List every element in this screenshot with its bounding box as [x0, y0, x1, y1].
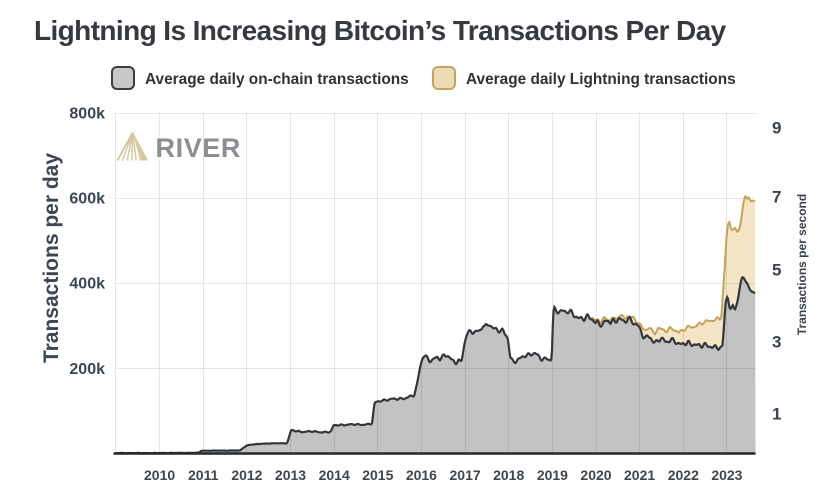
svg-text:5: 5: [772, 261, 781, 280]
svg-text:2023: 2023: [711, 467, 742, 483]
svg-text:2017: 2017: [450, 467, 481, 483]
svg-text:2022: 2022: [668, 467, 699, 483]
svg-text:2015: 2015: [362, 467, 393, 483]
svg-text:2011: 2011: [188, 467, 219, 483]
svg-text:3: 3: [772, 333, 781, 352]
svg-text:600k: 600k: [69, 191, 105, 208]
svg-text:2019: 2019: [537, 467, 568, 483]
svg-text:1: 1: [772, 405, 781, 424]
svg-text:200k: 200k: [69, 361, 105, 378]
svg-text:2012: 2012: [231, 467, 262, 483]
svg-text:2018: 2018: [493, 467, 524, 483]
svg-text:2010: 2010: [144, 467, 175, 483]
svg-text:9: 9: [772, 119, 781, 138]
svg-text:2016: 2016: [406, 467, 437, 483]
svg-text:2013: 2013: [275, 467, 306, 483]
svg-text:2014: 2014: [319, 467, 350, 483]
svg-text:Transactions per day: Transactions per day: [40, 153, 63, 363]
svg-text:400k: 400k: [69, 276, 105, 293]
svg-text:Transactions per second: Transactions per second: [795, 194, 809, 335]
svg-text:7: 7: [772, 188, 781, 207]
svg-text:RIVER: RIVER: [156, 133, 242, 163]
svg-text:800k: 800k: [69, 106, 105, 123]
svg-text:2020: 2020: [580, 467, 611, 483]
svg-text:2021: 2021: [624, 467, 655, 483]
